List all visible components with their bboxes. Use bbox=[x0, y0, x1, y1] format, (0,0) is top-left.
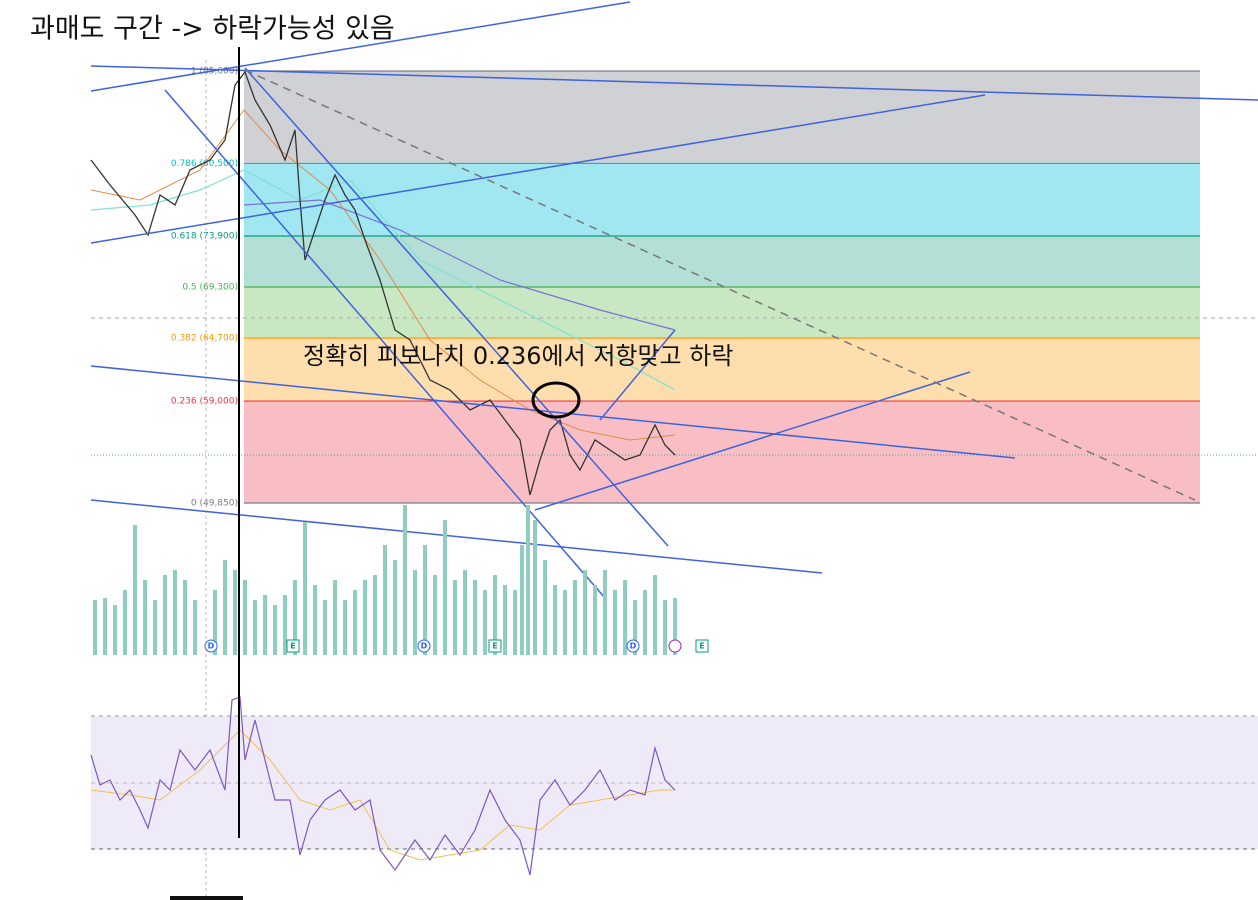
fib-band bbox=[244, 163, 1200, 237]
event-label: E bbox=[492, 642, 497, 651]
ma-line bbox=[90, 169, 676, 391]
event-badge bbox=[286, 639, 300, 653]
dashed-trend bbox=[244, 69, 1196, 501]
rsi-line bbox=[90, 696, 676, 876]
rsi-panel bbox=[91, 716, 1258, 849]
event-label: E bbox=[699, 642, 704, 651]
event-label: E bbox=[290, 642, 295, 651]
ma-line bbox=[90, 109, 676, 441]
fib-label: 0.618 (73,900) bbox=[171, 232, 238, 242]
ma-line bbox=[243, 199, 676, 331]
fib-band bbox=[244, 236, 1200, 287]
fib-band bbox=[244, 71, 1200, 164]
event-label: D bbox=[630, 642, 637, 651]
fib-zone: 1 (85,600)0.786 (80,500)0.618 (73,900)0.… bbox=[171, 67, 1200, 509]
annotation: 정확히 피보나치 0.236에서 저항맞고 하락 bbox=[303, 342, 733, 370]
fib-label: 0 (49,850) bbox=[191, 499, 238, 509]
fib-band bbox=[244, 287, 1200, 338]
annotation: 과매도 구간 -> 하락가능성 있음 bbox=[30, 14, 395, 45]
fib-label: 0.382 (64,700) bbox=[171, 333, 238, 343]
highlight-circle bbox=[531, 381, 581, 419]
fib-band bbox=[244, 337, 1200, 402]
event-badge bbox=[204, 639, 218, 653]
fib-label: 0.236 (59,000) bbox=[171, 397, 238, 407]
fib-label: 1 (85,600) bbox=[191, 67, 238, 77]
event-badge bbox=[695, 639, 709, 653]
event-label: D bbox=[421, 642, 428, 651]
bar bbox=[170, 896, 243, 900]
event-badge bbox=[626, 639, 640, 653]
event-label: D bbox=[208, 642, 215, 651]
fib-band bbox=[244, 401, 1200, 503]
event-badge bbox=[488, 639, 502, 653]
event-badge bbox=[417, 639, 431, 653]
price-line bbox=[90, 70, 676, 496]
event-badge bbox=[668, 639, 682, 653]
fib-label: 0.5 (69,300) bbox=[182, 283, 238, 293]
volume-bars bbox=[93, 505, 677, 655]
